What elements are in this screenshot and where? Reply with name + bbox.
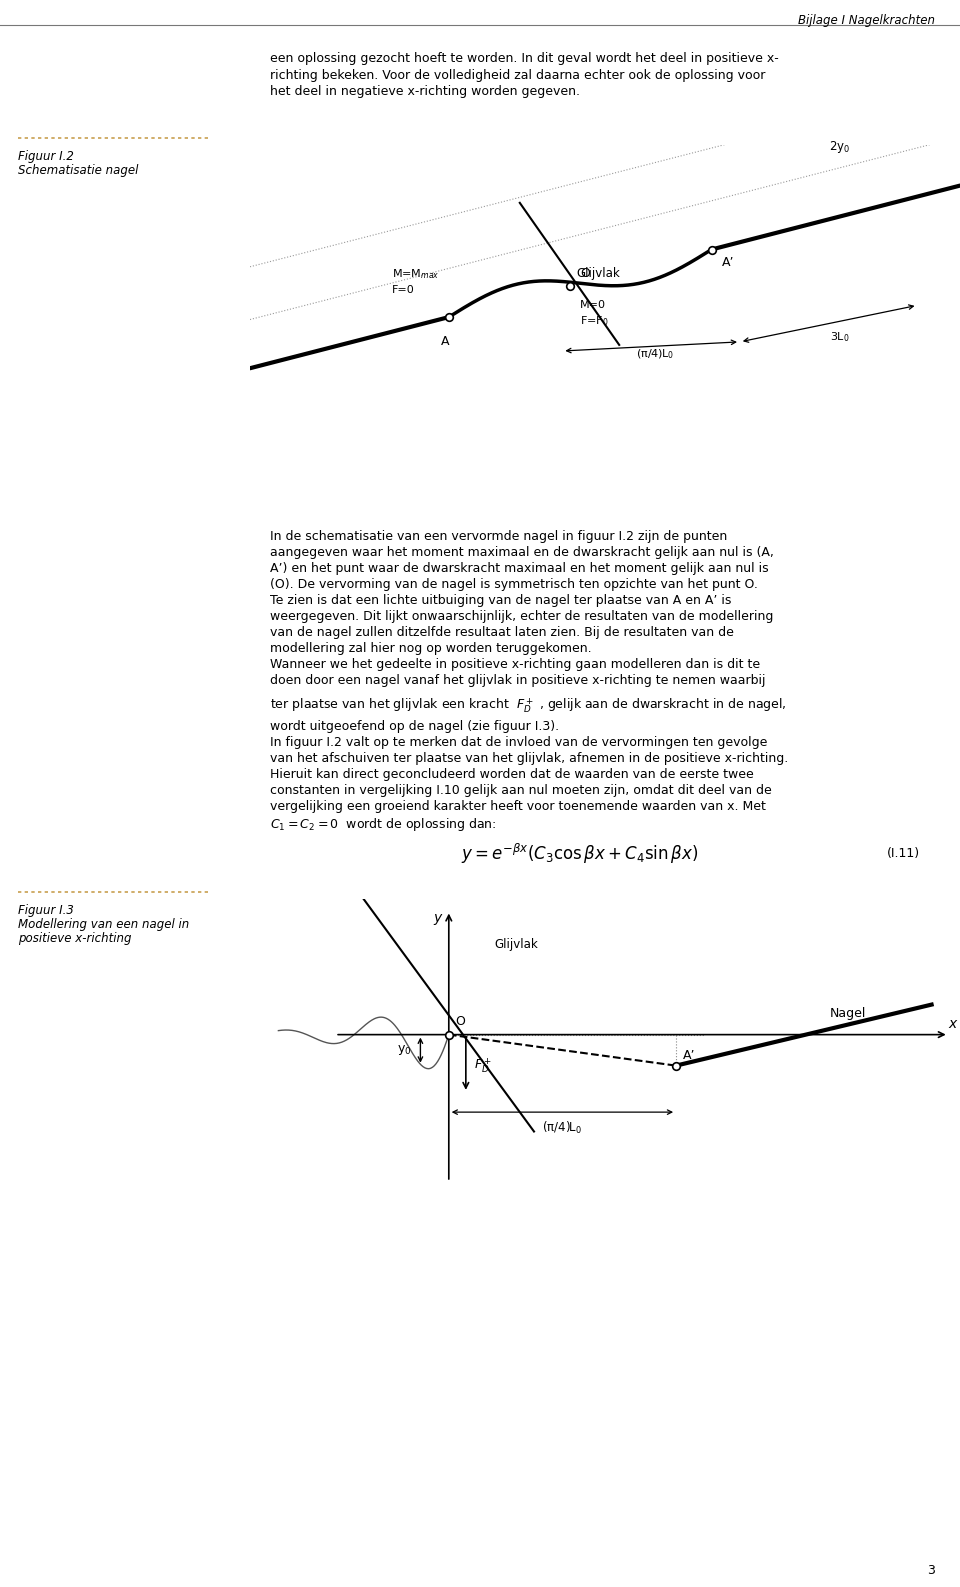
Text: een oplossing gezocht hoeft te worden. In dit geval wordt het deel in positieve : een oplossing gezocht hoeft te worden. I… <box>270 52 779 65</box>
Text: doen door een nagel vanaf het glijvlak in positieve x-richting te nemen waarbij: doen door een nagel vanaf het glijvlak i… <box>270 674 765 687</box>
Text: ter plaatse van het glijvlak een kracht  $F_D^+$ , gelijk aan de dwarskracht in : ter plaatse van het glijvlak een kracht … <box>270 697 786 714</box>
Text: richting bekeken. Voor de volledigheid zal daarna echter ook de oplossing voor: richting bekeken. Voor de volledigheid z… <box>270 68 765 81</box>
Text: constanten in vergelijking I.10 gelijk aan nul moeten zijn, omdat dit deel van d: constanten in vergelijking I.10 gelijk a… <box>270 784 772 797</box>
Text: aangegeven waar het moment maximaal en de dwarskracht gelijk aan nul is (A,: aangegeven waar het moment maximaal en d… <box>270 546 774 559</box>
Text: wordt uitgeoefend op de nagel (zie figuur I.3).: wordt uitgeoefend op de nagel (zie figuu… <box>270 720 559 733</box>
Text: Bijlage I Nagelkrachten: Bijlage I Nagelkrachten <box>798 14 935 27</box>
Text: (π/4)L$_0$: (π/4)L$_0$ <box>636 348 674 360</box>
Text: F=0: F=0 <box>392 284 415 295</box>
Text: het deel in negatieve x-richting worden gegeven.: het deel in negatieve x-richting worden … <box>270 86 580 98</box>
Text: In figuur I.2 valt op te merken dat de invloed van de vervormingen ten gevolge: In figuur I.2 valt op te merken dat de i… <box>270 736 767 749</box>
Text: Glijvlak: Glijvlak <box>577 267 620 279</box>
Text: $F_D^+$: $F_D^+$ <box>474 1057 492 1074</box>
Text: A’: A’ <box>683 1049 695 1062</box>
Text: O: O <box>456 1014 466 1028</box>
Text: $C_1 = C_2 = 0$  wordt de oplossing dan:: $C_1 = C_2 = 0$ wordt de oplossing dan: <box>270 816 496 833</box>
Text: Schematisatie nagel: Schematisatie nagel <box>18 163 138 178</box>
Text: (I.11): (I.11) <box>887 847 920 860</box>
Text: x: x <box>948 1017 957 1030</box>
Text: A’: A’ <box>722 256 734 268</box>
Text: y$_0$: y$_0$ <box>397 1043 412 1057</box>
Text: Modellering van een nagel in: Modellering van een nagel in <box>18 917 189 932</box>
Text: Glijvlak: Glijvlak <box>494 938 538 951</box>
Text: positieve x-richting: positieve x-richting <box>18 932 132 944</box>
Text: y: y <box>434 911 442 925</box>
Text: Te zien is dat een lichte uitbuiging van de nagel ter plaatse van A en A’ is: Te zien is dat een lichte uitbuiging van… <box>270 594 732 606</box>
Text: Hieruit kan direct geconcludeerd worden dat de waarden van de eerste twee: Hieruit kan direct geconcludeerd worden … <box>270 768 754 781</box>
Text: 2y$_0$: 2y$_0$ <box>828 140 850 156</box>
Text: van de nagel zullen ditzelfde resultaat laten zien. Bij de resultaten van de: van de nagel zullen ditzelfde resultaat … <box>270 625 733 640</box>
Text: In de schematisatie van een vervormde nagel in figuur I.2 zijn de punten: In de schematisatie van een vervormde na… <box>270 530 728 543</box>
Text: weergegeven. Dit lijkt onwaarschijnlijk, echter de resultaten van de modellering: weergegeven. Dit lijkt onwaarschijnlijk,… <box>270 609 774 624</box>
Text: Figuur I.3: Figuur I.3 <box>18 905 74 917</box>
Text: $y = e^{-\beta x}(C_3 \cos \beta x + C_4 \sin \beta x)$: $y = e^{-\beta x}(C_3 \cos \beta x + C_4… <box>462 841 699 867</box>
Text: (O). De vervorming van de nagel is symmetrisch ten opzichte van het punt O.: (O). De vervorming van de nagel is symme… <box>270 578 757 590</box>
Text: M=0: M=0 <box>580 300 606 309</box>
Text: A: A <box>441 335 449 349</box>
Text: F=F$_0$: F=F$_0$ <box>580 314 609 329</box>
Text: Figuur I.2: Figuur I.2 <box>18 151 74 163</box>
Text: 3L$_0$: 3L$_0$ <box>829 330 849 344</box>
Text: modellering zal hier nog op worden teruggekomen.: modellering zal hier nog op worden terug… <box>270 643 591 655</box>
Text: 3: 3 <box>927 1565 935 1577</box>
Text: (π/4)L$_0$: (π/4)L$_0$ <box>542 1120 583 1136</box>
Text: A’) en het punt waar de dwarskracht maximaal en het moment gelijk aan nul is: A’) en het punt waar de dwarskracht maxi… <box>270 562 769 574</box>
Text: Wanneer we het gedeelte in positieve x-richting gaan modelleren dan is dit te: Wanneer we het gedeelte in positieve x-r… <box>270 659 760 671</box>
Text: O: O <box>580 267 590 279</box>
Text: van het afschuiven ter plaatse van het glijvlak, afnemen in de positieve x-richt: van het afschuiven ter plaatse van het g… <box>270 752 788 765</box>
Text: vergelijking een groeiend karakter heeft voor toenemende waarden van x. Met: vergelijking een groeiend karakter heeft… <box>270 800 766 813</box>
Text: Nagel: Nagel <box>829 1008 866 1020</box>
Text: M=M$_{max}$: M=M$_{max}$ <box>392 267 440 281</box>
